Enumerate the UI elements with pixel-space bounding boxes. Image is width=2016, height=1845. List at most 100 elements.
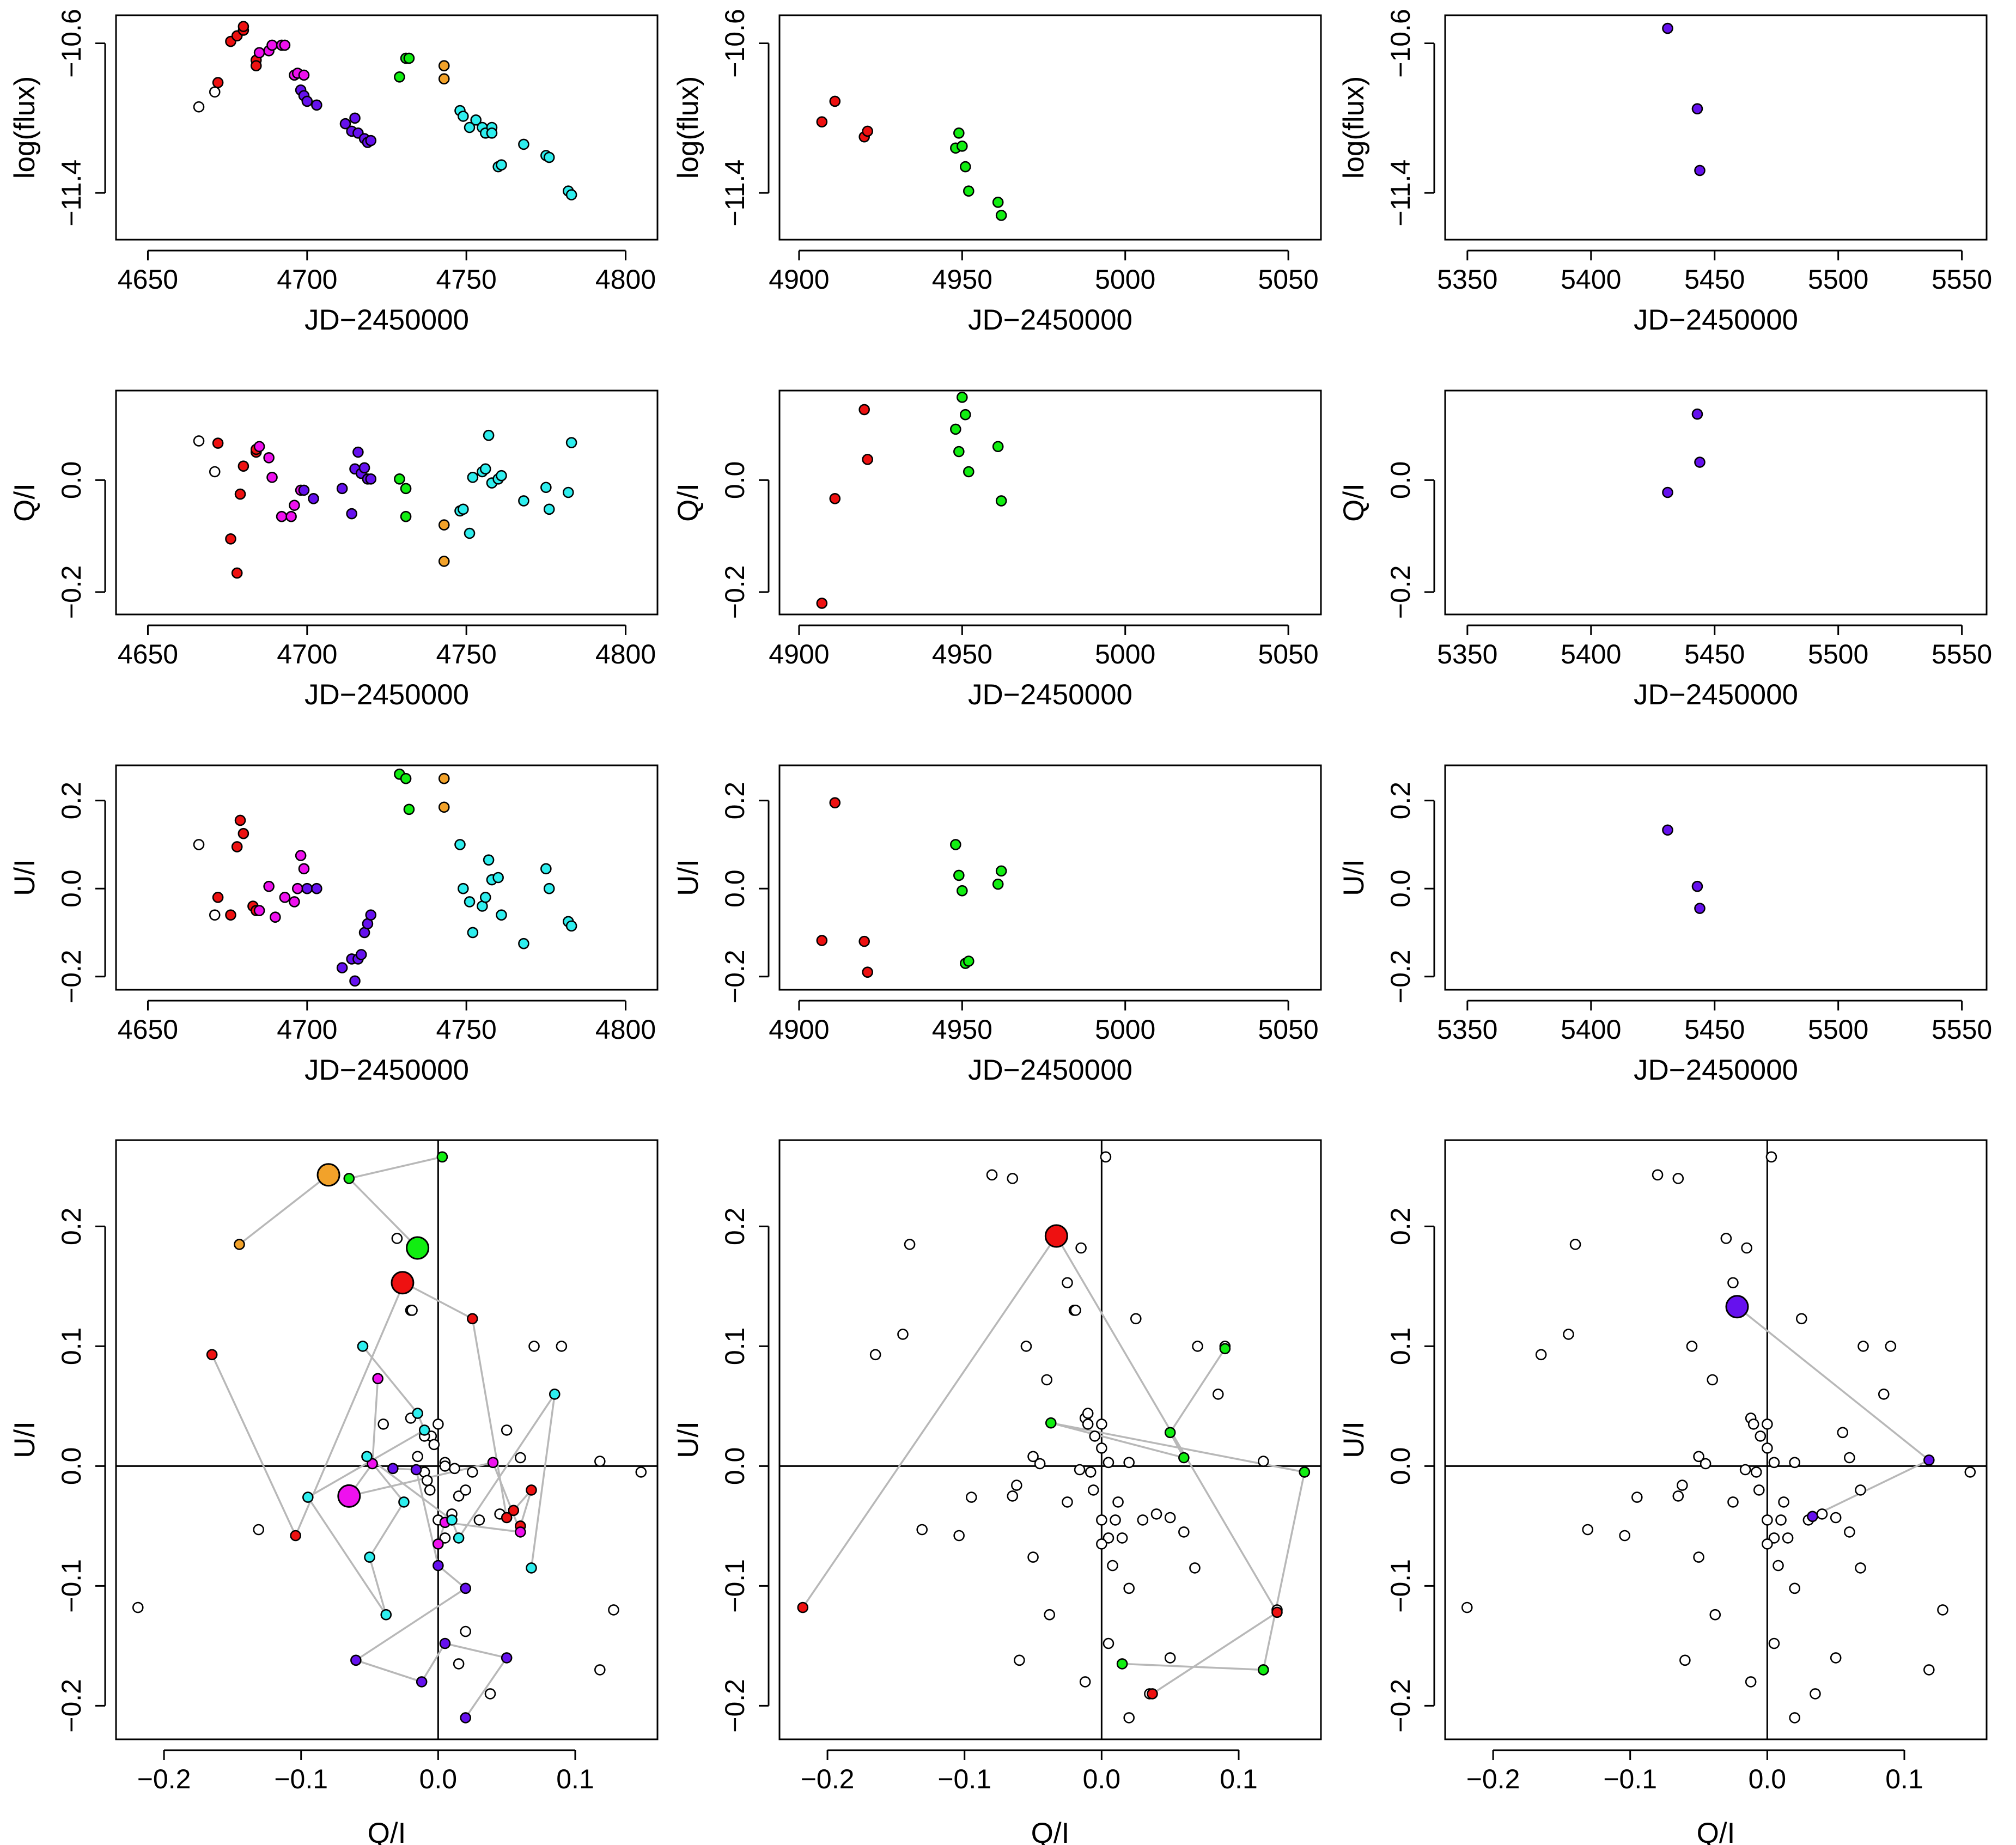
x-tick-label: 4700 <box>277 639 337 669</box>
plot-frame <box>115 764 659 991</box>
x-tick-label: 5450 <box>1684 639 1745 669</box>
x-tick-label: 4950 <box>932 264 992 295</box>
x-tick-label: 5550 <box>1932 639 1992 669</box>
data-point-cyan <box>458 503 469 515</box>
x-tick-label: 4950 <box>932 639 992 669</box>
data-point-red <box>862 454 873 465</box>
background-point <box>1107 1560 1118 1572</box>
background-point <box>412 1451 423 1463</box>
data-point-purple <box>1807 1511 1818 1523</box>
background-point <box>1631 1491 1643 1503</box>
plot-frame <box>778 389 1322 616</box>
data-point-purple <box>410 1464 422 1476</box>
y-tick-label: −0.2 <box>720 565 750 619</box>
data-point-green <box>995 210 1007 221</box>
background-point <box>1709 1609 1721 1621</box>
y-tick-label: −11.4 <box>56 160 87 227</box>
data-point-purple <box>352 446 364 458</box>
background-point <box>1745 1676 1757 1688</box>
series-path-red <box>802 1234 1278 1695</box>
data-point-magenta <box>298 69 310 81</box>
data-point-red <box>858 404 870 416</box>
background-point <box>428 1439 440 1451</box>
x-tick-label: 5350 <box>1437 639 1497 669</box>
data-point-green <box>953 446 965 458</box>
background-point <box>1034 1458 1046 1470</box>
data-point-magenta <box>279 892 291 903</box>
panel-u-2: 4900 4950 5000 5050 JD−2450000 −0.2 0.0 0.2 U/I <box>672 764 1322 1086</box>
data-point-open <box>193 435 205 447</box>
background-point <box>453 1490 465 1502</box>
data-point-purple <box>308 493 319 504</box>
background-point <box>1857 1341 1869 1352</box>
background-point <box>1096 1538 1107 1550</box>
background-point <box>1727 1277 1739 1289</box>
data-point-red <box>816 935 828 946</box>
x-tick-label: 4650 <box>118 639 178 669</box>
data-point-green <box>992 441 1004 453</box>
background-point <box>1089 1430 1101 1442</box>
data-point-red <box>212 437 224 449</box>
data-point-green <box>995 495 1007 507</box>
y-tick-label: 0.0 <box>720 461 750 500</box>
background-point <box>1679 1654 1691 1666</box>
data-point-cyan <box>464 527 476 539</box>
data-point-cyan <box>562 486 574 498</box>
y-tick-label: 0.2 <box>1385 782 1416 820</box>
highlight-point-magenta <box>337 1484 361 1508</box>
data-point-red <box>862 125 873 137</box>
x-tick-label: −0.2 <box>137 1764 191 1794</box>
data-point-green <box>1116 1658 1128 1670</box>
data-point-magenta <box>253 441 265 453</box>
background-point <box>406 1305 418 1316</box>
data-point-purple <box>1694 456 1706 468</box>
background-point <box>1027 1451 1039 1463</box>
x-tick-label: 0.0 <box>1749 1764 1787 1794</box>
background-point <box>1014 1654 1025 1666</box>
data-point-purple <box>1691 408 1703 420</box>
x-tick-label: −0.2 <box>1466 1764 1520 1794</box>
data-point-cyan <box>518 937 529 949</box>
background-point <box>433 1418 444 1430</box>
data-point-purple <box>460 1582 471 1594</box>
y-tick-label: 0.0 <box>720 1447 750 1485</box>
data-point-cyan <box>483 854 495 866</box>
background-point <box>1937 1604 1948 1616</box>
y-tick-label: 0.2 <box>56 1208 87 1246</box>
data-point-purple <box>336 483 348 495</box>
data-point-green <box>995 865 1007 877</box>
data-point-magenta <box>263 452 275 464</box>
data-point-open <box>209 466 221 478</box>
data-point-green <box>403 803 415 815</box>
background-point <box>1075 1242 1087 1254</box>
data-point-magenta <box>372 1373 383 1385</box>
background-point <box>1079 1676 1091 1688</box>
y-axis-title: U/I <box>9 1421 41 1458</box>
background-point <box>608 1604 619 1616</box>
background-point <box>1062 1496 1073 1508</box>
data-point-red <box>234 488 246 500</box>
background-point <box>1116 1532 1128 1544</box>
panel-qu-3: −0.2 −0.1 0.0 0.1 Q/I −0.2 −0.1 0.0 0.1 0.2 U/I <box>1338 1139 1988 1845</box>
data-point-red <box>212 892 224 903</box>
background-point <box>869 1349 881 1361</box>
plot-frame <box>1444 1139 1988 1740</box>
y-tick-label: 0.2 <box>56 782 87 820</box>
data-point-red <box>816 598 828 609</box>
data-point-green <box>343 1173 355 1184</box>
data-point-red <box>501 1512 513 1524</box>
background-point <box>1123 1582 1135 1594</box>
x-tick-label: 5500 <box>1808 1014 1868 1045</box>
x-tick-label: 4750 <box>436 639 497 669</box>
data-point-cyan <box>496 470 507 482</box>
x-tick-label: 5400 <box>1561 639 1621 669</box>
plot-frame <box>115 389 659 616</box>
x-tick-label: 5350 <box>1437 264 1497 295</box>
background-point <box>515 1452 526 1464</box>
data-point-green <box>963 185 974 197</box>
y-axis-title: U/I <box>1338 1421 1370 1458</box>
data-point-red <box>225 909 236 921</box>
background-point <box>1686 1341 1698 1352</box>
data-point-cyan <box>453 1532 465 1544</box>
